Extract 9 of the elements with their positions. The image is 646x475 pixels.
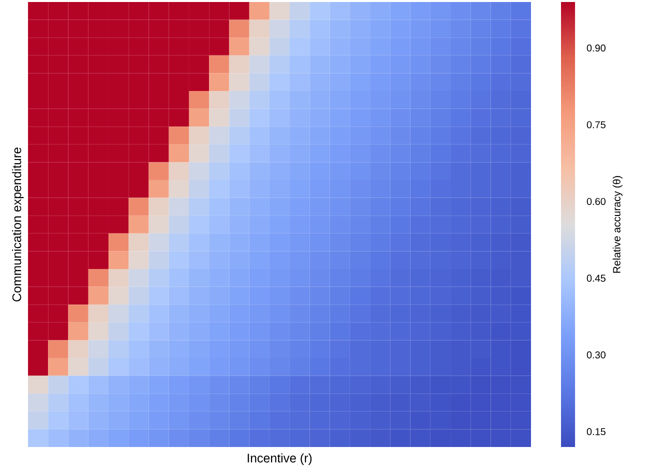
color-bar-label: 0.15 — [586, 428, 606, 436]
y-axis-title: Communication expenditure — [12, 148, 24, 302]
color-bar-label: 0.75 — [586, 121, 606, 128]
color-bar-label: 0.45 — [586, 274, 606, 282]
color-bar-label: 0.90 — [586, 44, 606, 52]
color-bar-label: 0.30 — [586, 351, 606, 358]
color-bar-label: 0.60 — [586, 198, 606, 205]
color-bar-title: Relative accuracy (θ) — [612, 176, 622, 273]
x-axis-title: Incentive (r) — [248, 453, 312, 465]
